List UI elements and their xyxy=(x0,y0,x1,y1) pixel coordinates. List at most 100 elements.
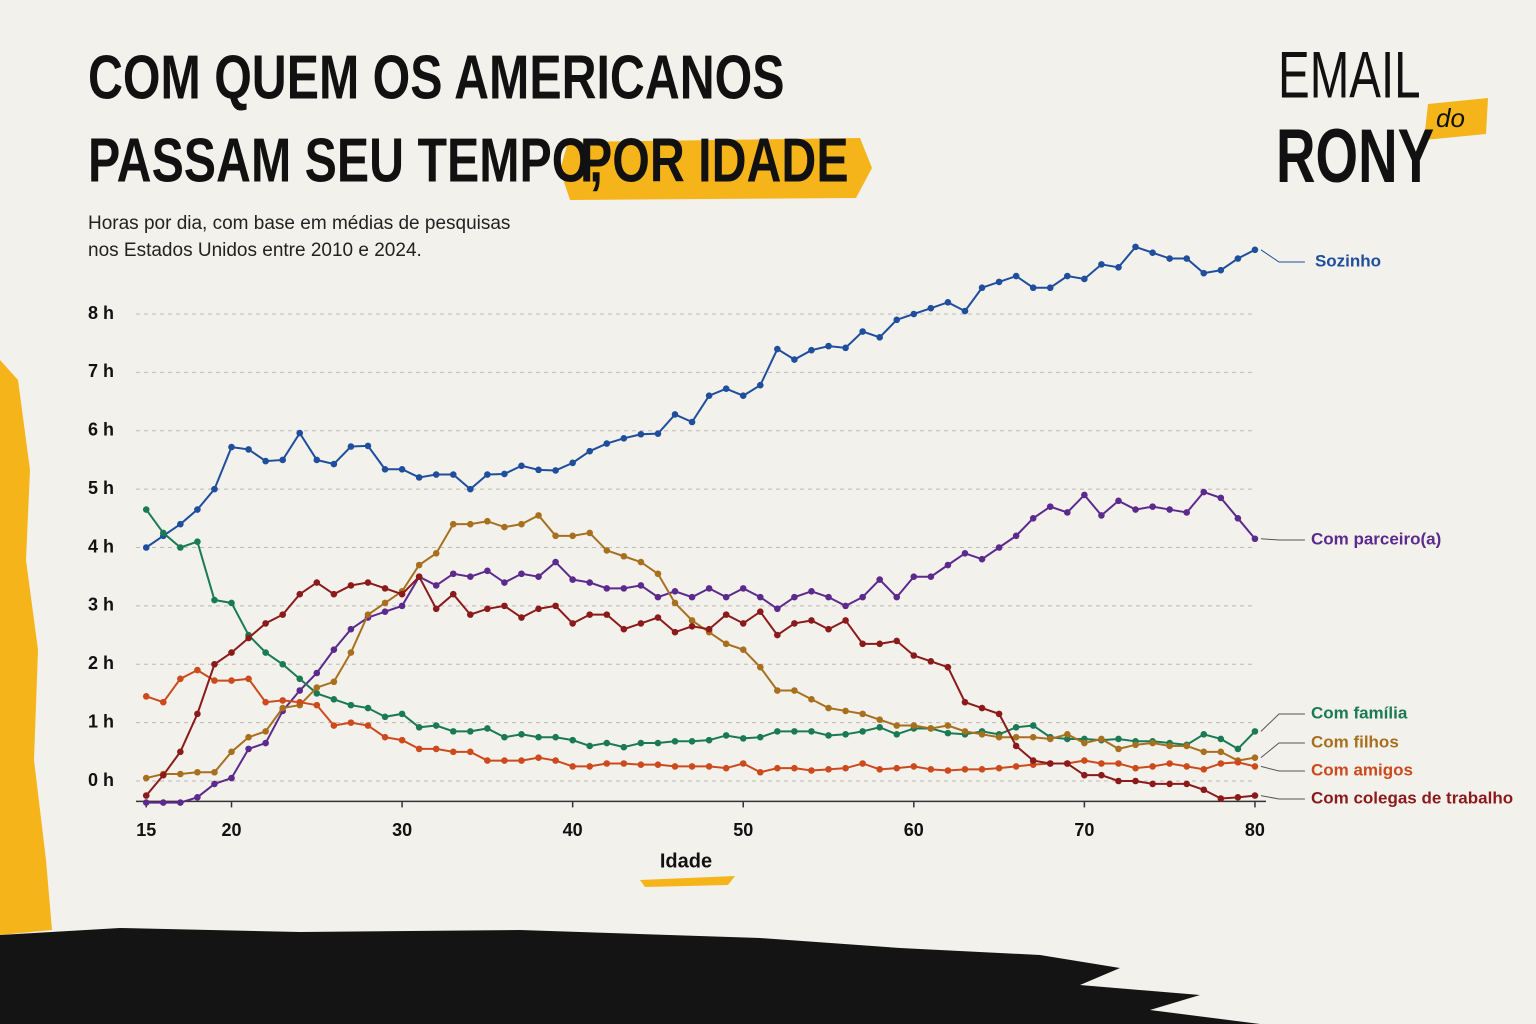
data-point xyxy=(159,698,167,706)
data-point xyxy=(654,614,662,621)
data-point xyxy=(671,587,679,595)
data-point xyxy=(279,704,286,712)
data-point xyxy=(381,585,389,592)
data-point xyxy=(313,579,321,586)
data-point xyxy=(1012,742,1020,750)
data-point xyxy=(944,299,952,306)
data-point xyxy=(467,573,474,580)
data-point xyxy=(518,614,525,621)
data-point xyxy=(620,552,628,560)
data-point xyxy=(876,576,883,583)
data-point xyxy=(142,544,150,551)
data-point xyxy=(791,728,798,735)
data-point xyxy=(637,761,645,768)
data-point xyxy=(449,728,457,735)
data-point xyxy=(961,550,969,557)
data-point xyxy=(1029,722,1037,729)
label-connector xyxy=(1260,713,1305,732)
data-point xyxy=(1217,795,1225,802)
data-point xyxy=(859,640,866,648)
data-point xyxy=(245,446,252,453)
data-point xyxy=(501,602,508,610)
data-point xyxy=(313,456,321,464)
data-point xyxy=(1217,748,1225,756)
data-point xyxy=(1029,284,1037,292)
data-point xyxy=(961,307,969,315)
y-tick-label: 5 h xyxy=(88,478,114,498)
subtitle: Horas por dia, com base em médias de pes… xyxy=(88,213,510,234)
data-point xyxy=(654,593,662,601)
data-point xyxy=(1132,777,1139,785)
data-point xyxy=(1251,535,1259,543)
data-point xyxy=(825,593,832,601)
data-point xyxy=(279,456,286,464)
data-point xyxy=(774,345,781,353)
subtitle: nos Estados Unidos entre 2010 e 2024. xyxy=(88,240,422,261)
data-point xyxy=(518,731,525,738)
data-point xyxy=(142,799,150,806)
data-point xyxy=(1115,497,1122,505)
data-point xyxy=(722,385,730,393)
data-point xyxy=(859,710,866,718)
data-point xyxy=(211,780,218,788)
data-point xyxy=(1234,794,1242,801)
data-point xyxy=(194,710,201,718)
x-tick-label: 30 xyxy=(392,820,412,840)
data-point xyxy=(876,723,883,731)
data-point xyxy=(739,392,747,400)
data-point xyxy=(1029,733,1037,741)
data-point xyxy=(159,529,167,537)
data-point xyxy=(1132,741,1139,749)
data-point xyxy=(910,652,918,659)
data-point xyxy=(1132,243,1139,251)
data-point xyxy=(825,704,832,712)
data-point xyxy=(859,593,866,601)
data-point xyxy=(415,474,423,481)
data-point xyxy=(774,728,781,735)
data-point xyxy=(279,697,286,704)
x-tick-label: 40 xyxy=(563,820,583,840)
data-point xyxy=(262,728,269,735)
data-point xyxy=(518,570,525,578)
data-point xyxy=(688,763,696,770)
data-point xyxy=(893,722,901,729)
data-point xyxy=(552,532,559,540)
data-point xyxy=(910,722,918,729)
data-point xyxy=(893,593,901,601)
data-point xyxy=(1234,255,1242,262)
data-point xyxy=(671,763,679,770)
data-point xyxy=(722,593,730,601)
data-point xyxy=(688,617,696,624)
data-point xyxy=(671,628,679,636)
data-point xyxy=(330,460,338,468)
data-point xyxy=(313,690,321,697)
data-point xyxy=(586,763,594,770)
data-point xyxy=(808,695,815,703)
data-point xyxy=(228,774,235,782)
data-point xyxy=(1251,792,1259,799)
data-point xyxy=(944,767,952,774)
data-point xyxy=(569,620,576,627)
data-point xyxy=(893,731,901,738)
data-point xyxy=(1046,284,1054,292)
data-point xyxy=(876,716,883,724)
data-point xyxy=(705,392,713,400)
data-point xyxy=(194,794,201,801)
data-point xyxy=(1183,780,1191,788)
data-point xyxy=(1166,780,1173,788)
data-point xyxy=(791,687,798,694)
data-point xyxy=(381,599,389,607)
data-point xyxy=(1251,246,1259,254)
data-point xyxy=(688,418,696,426)
data-point xyxy=(1217,494,1225,502)
data-point xyxy=(842,764,849,772)
data-point xyxy=(586,529,594,537)
data-point xyxy=(501,579,508,586)
data-point xyxy=(722,732,730,739)
data-point xyxy=(347,719,355,726)
legend-label: Sozinho xyxy=(1315,251,1381,270)
data-point xyxy=(620,435,628,442)
x-tick-label: 15 xyxy=(136,820,156,840)
data-point xyxy=(995,764,1003,772)
data-point xyxy=(381,713,389,721)
